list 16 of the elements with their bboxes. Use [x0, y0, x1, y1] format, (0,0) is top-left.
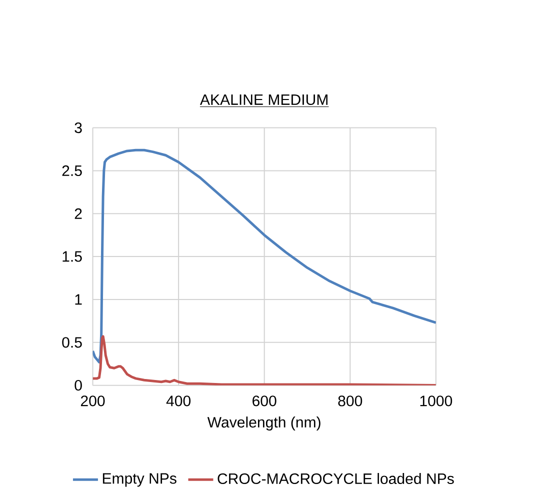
y-tick-label: 2.5: [62, 165, 82, 176]
y-tick-label: 2: [74, 208, 82, 219]
y-tick-label: 1.5: [62, 251, 82, 262]
y-tick-label: 0.5: [62, 337, 82, 348]
y-tick-label: 1: [75, 294, 82, 305]
x-tick-label: 400: [166, 396, 191, 406]
x-tick-label: 600: [252, 396, 276, 406]
y-tick-label: 0: [74, 380, 82, 391]
legend-label: CROC-MACROCYCLE loaded NPs: [218, 472, 454, 484]
chart-title: AKALINE MEDIUM: [200, 94, 328, 105]
x-tick-label: 1000: [420, 396, 452, 406]
x-tick-label: 200: [80, 396, 105, 406]
y-tick-label: 3: [74, 122, 82, 134]
legend-label: Empty NPs: [102, 473, 176, 487]
x-axis-title: Wavelength (nm): [207, 416, 320, 431]
x-tick-label: 800: [338, 396, 362, 406]
